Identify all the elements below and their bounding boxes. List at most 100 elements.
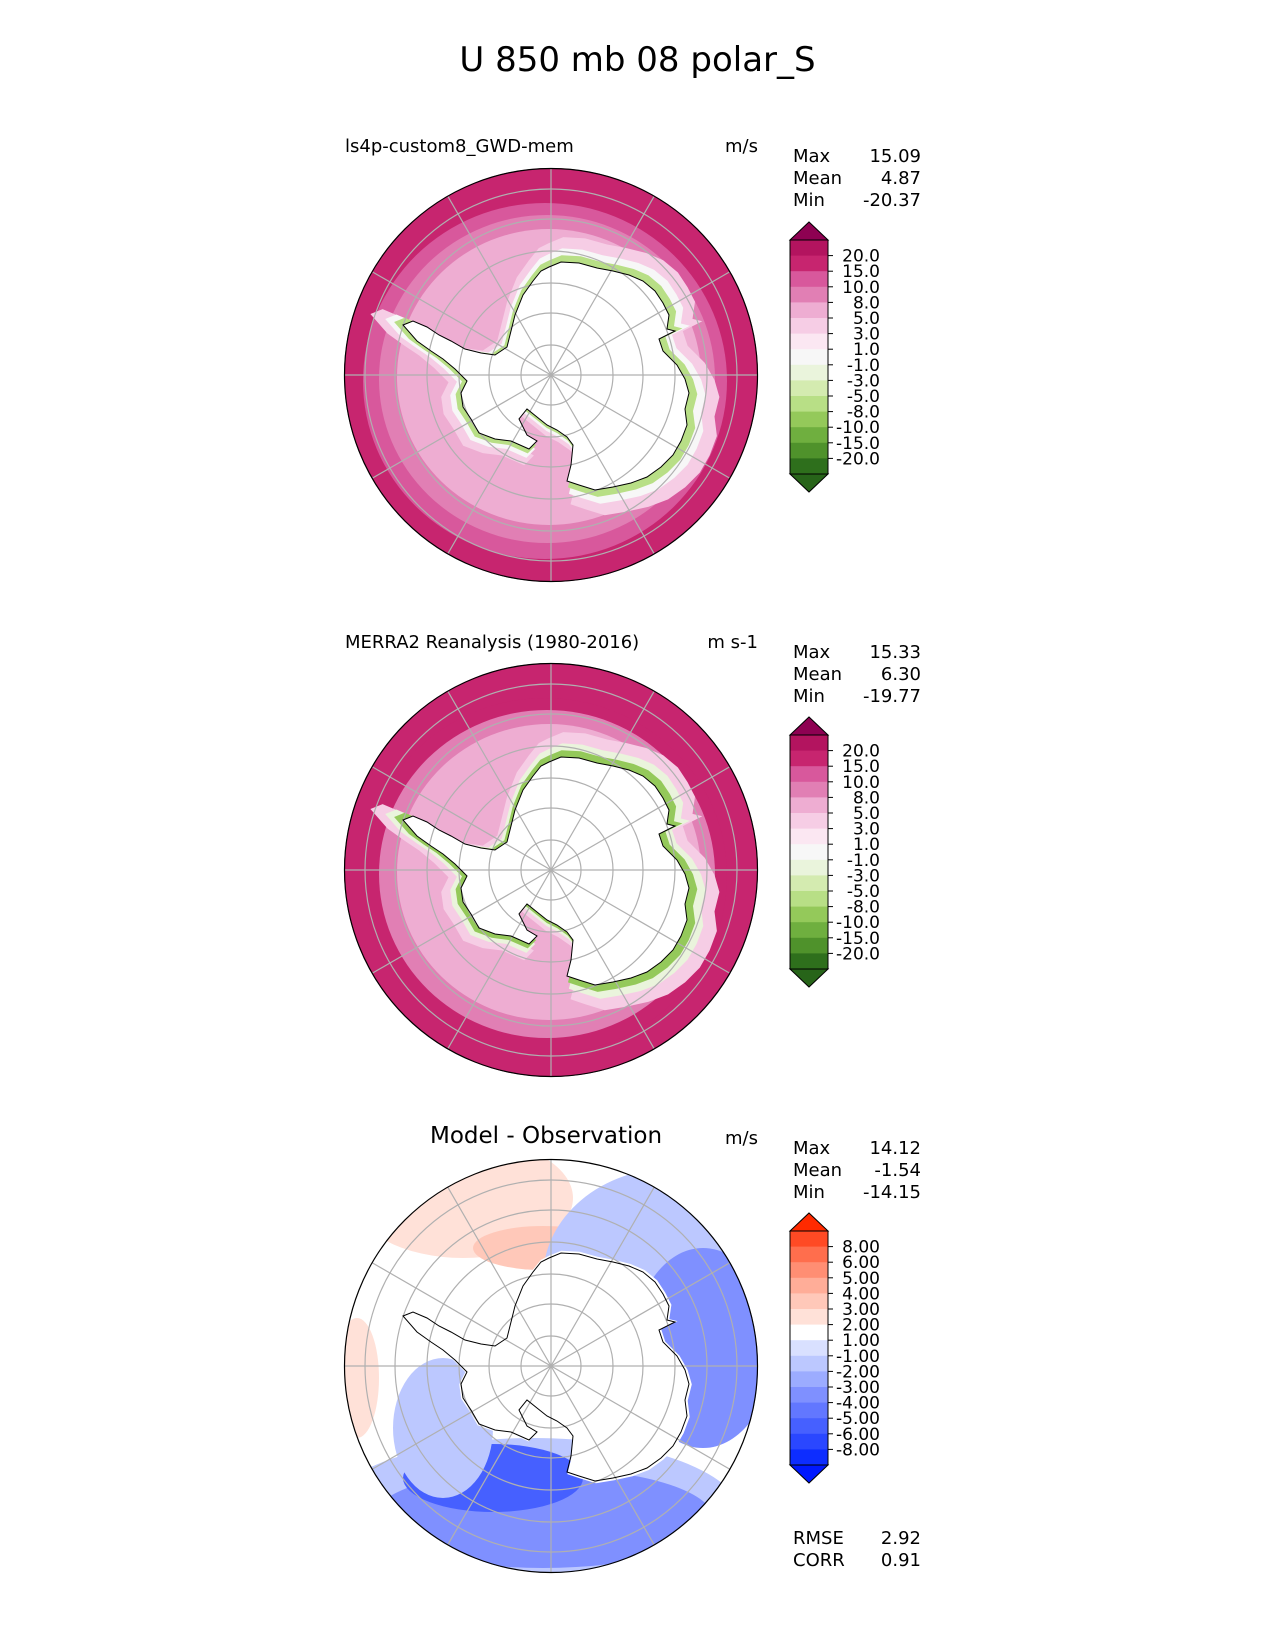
panel3-metric-value: 2.92 [880,1528,921,1549]
colorbar-segment [790,922,828,939]
panel2-title: MERRA2 Reanalysis (1980-2016) [345,632,640,653]
colorbar-frame [789,239,829,475]
colorbar-segment [790,1418,828,1435]
colorbar-segment [790,271,828,288]
panel1-stat-value: -20.37 [862,190,921,211]
panel1-polar-map [343,167,759,583]
colorbar-tick-label: -3.0 [847,866,880,886]
colorbar-tick-label: 3.00 [842,1300,880,1320]
colorbar-tick-label: 5.0 [853,804,880,824]
colorbar-segment [790,240,828,257]
panel2-polar-map [343,662,759,1078]
colorbar-tick-label: 3.0 [853,820,880,840]
panel1-title: ls4p-custom8_GWD-mem [345,136,574,157]
colorbar-segment [790,813,828,830]
panel3-title: Model - Observation [430,1123,663,1149]
colorbar-segment [790,891,828,908]
meridian-line [446,1186,656,1546]
colorbar-tick-label: -8.0 [847,403,880,423]
colorbar-tick-label: 20.0 [842,247,880,267]
colorbar-extend-max [788,716,830,736]
colorbar-tick-label: -10.0 [836,913,880,933]
colorbar-segment [790,380,828,397]
colorbar-tick-label: 15.0 [842,757,880,777]
panel3-polar-map [343,1158,759,1574]
panel1-stat-label: Min [793,190,825,211]
colorbar-tick-label: -5.0 [847,882,880,902]
colorbar-tick-label: 1.00 [842,1331,880,1351]
colorbar-tick-label: -8.00 [836,1440,880,1460]
panel3-units: m/s [725,1128,758,1149]
colorbar-segment [790,828,828,845]
colorbar-tick-label: -15.0 [836,434,880,454]
map-boundary [343,167,759,583]
colorbar-tick-label: -1.00 [836,1347,880,1367]
colorbar-tick-label: 8.0 [853,293,880,313]
map-boundary [343,1158,759,1574]
panel3-metric-value: 0.91 [880,1550,921,1571]
panel2-stat-label: Mean [793,664,843,685]
colorbar-segment [790,318,828,335]
colorbar-segment [790,1433,828,1450]
colorbar-segment [790,797,828,814]
panel3-stat-value: 14.12 [869,1138,921,1159]
colorbar-segment [790,906,828,923]
meridian-line [446,195,656,555]
colorbar-segment [790,766,828,783]
colorbar-segment [790,349,828,366]
colorbar-segment [790,1340,828,1357]
panel3-metric-label: CORR [793,1550,845,1571]
colorbar-segment [790,1402,828,1419]
colorbar-tick-label: -20.0 [836,449,880,469]
panel3-stat-label: Max [793,1138,831,1159]
map-field [344,168,758,582]
colorbar-segment [790,750,828,767]
colorbar-tick-label: -1.0 [847,356,880,376]
colorbar-segment [790,844,828,861]
colorbar-tick-label: -10.0 [836,418,880,438]
colorbar-extend-min [788,968,830,988]
colorbar-segment [790,458,828,475]
colorbar-segment [790,953,828,970]
colorbar-extend-min [788,1464,830,1484]
colorbar-tick-label: 1.0 [853,340,880,360]
map-graticule [344,1159,758,1573]
colorbar-tick-label: 3.0 [853,325,880,345]
colorbar-segment [790,1246,828,1263]
colorbar-segment [790,427,828,444]
colorbar-tick-label: 10.0 [842,278,880,298]
field-continent [400,1250,692,1484]
colorbar-extend-max [788,1212,830,1232]
colorbar-segment [790,937,828,954]
colorbar-tick-label: 5.00 [842,1269,880,1289]
colorbar-frame [789,1230,829,1466]
colorbar-segment [790,875,828,892]
colorbar-segment [790,333,828,350]
panel1-stat-value: 4.87 [880,168,921,189]
panel2-colorbar: 20.015.010.08.05.03.01.0-1.0-3.0-5.0-8.0… [788,716,880,988]
colorbar-extend-min [788,473,830,493]
field-continent [403,757,689,985]
colorbar-extend-max [788,221,830,241]
panel1-stat-value: 15.09 [869,146,921,167]
colorbar-segment [790,1387,828,1404]
colorbar-segment [790,1449,828,1466]
colorbar-segment [790,859,828,876]
figure-title: U 850 mb 08 polar_S [459,40,816,80]
colorbar-segment [790,396,828,413]
colorbar-segment [790,364,828,381]
colorbar-tick-label: 20.0 [842,742,880,762]
panel3-stat-label: Mean [793,1160,843,1181]
colorbar-tick-label: 6.00 [842,1253,880,1273]
colorbar-tick-label: -5.0 [847,387,880,407]
panel3-stat-value: -14.15 [862,1182,921,1203]
colorbar-segment [790,1277,828,1294]
colorbar-tick-label: -3.00 [836,1378,880,1398]
panel3-colorbar: 8.006.005.004.003.002.001.00-1.00-2.00-3… [788,1212,880,1484]
colorbar-segment [790,302,828,319]
panel3-metric-label: RMSE [793,1528,844,1549]
map-graticule [344,168,758,582]
colorbar-segment [790,781,828,798]
colorbar-tick-label: -3.0 [847,371,880,391]
coastline [402,756,690,986]
